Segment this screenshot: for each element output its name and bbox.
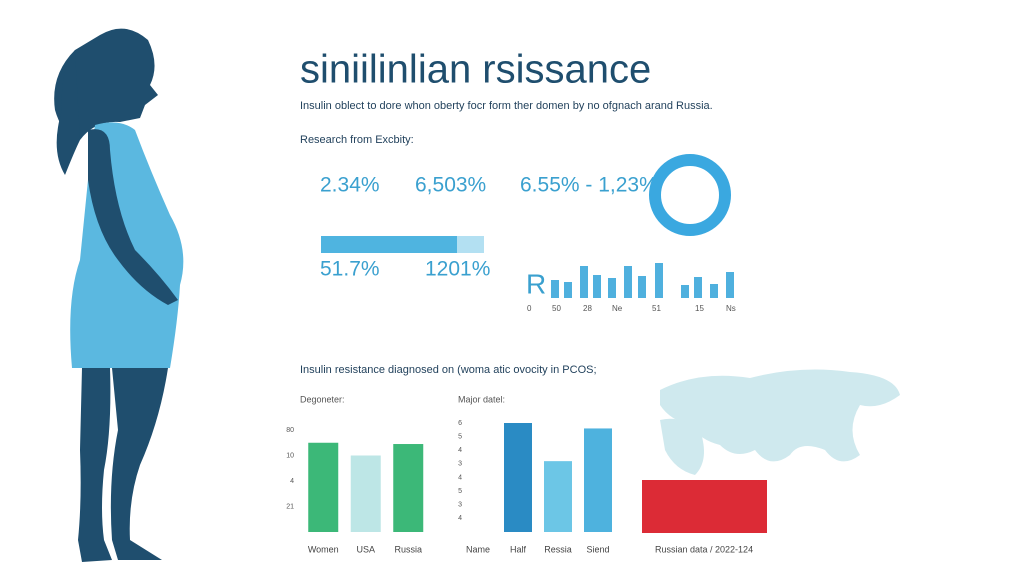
x-tick-label: Russia [394, 544, 422, 554]
x-tick-label: Ressia [544, 544, 572, 554]
ring [649, 154, 731, 236]
stats-heading: Research from Excbity: [300, 134, 414, 146]
subtitle: Insulin oblect to dore whon oberty focr … [300, 100, 713, 112]
chart-title: Major datel: [458, 394, 505, 404]
bar [584, 428, 612, 532]
world-map [660, 369, 900, 475]
bar [544, 461, 572, 532]
highlight-box [642, 480, 767, 533]
map-caption: Russian data / 2022-124 [655, 544, 753, 554]
y-tick-label: 80 [286, 427, 294, 434]
mini-label: 51 [652, 304, 661, 313]
y-tick-label: 4 [458, 447, 462, 454]
y-tick-label: 5 [458, 488, 462, 495]
bar [350, 455, 381, 532]
x-tick-label: Siend [586, 544, 609, 554]
stat: 6,503% [415, 174, 486, 197]
mini-label: 50 [552, 304, 561, 313]
section-title: Insulin resistance diagnosed on (woma at… [300, 364, 597, 376]
x-tick-label: Half [510, 544, 527, 554]
mini-label: Ns [726, 304, 736, 313]
bar [393, 444, 424, 532]
x-tick-label: USA [356, 544, 375, 554]
y-tick-label: 4 [458, 515, 462, 522]
y-tick-label: 5 [458, 433, 462, 440]
y-tick-label: 21 [286, 503, 294, 510]
bar-label: 1201% [425, 258, 490, 281]
mini-letter: R [526, 268, 546, 299]
y-tick-label: 4 [290, 478, 294, 485]
chart-title: Degoneter: [300, 394, 345, 404]
progress-rest [457, 236, 484, 253]
mini-bars [551, 263, 734, 298]
stat: 6.55% - 1,23% [520, 174, 658, 197]
bar [504, 423, 532, 532]
bar [308, 442, 339, 532]
x-tick-label: Name [466, 544, 490, 554]
y-tick-label: 6 [458, 420, 462, 427]
mini-label: 15 [695, 304, 704, 313]
y-tick-label: 3 [458, 461, 462, 468]
x-tick-label: Women [308, 544, 339, 554]
woman-silhouette [54, 28, 184, 562]
mini-label: 0 [527, 304, 532, 313]
mini-label: 28 [583, 304, 592, 313]
mini-label: Ne [612, 304, 623, 313]
title: siniilinlian rsissance [300, 48, 651, 92]
stat: 2.34% [320, 174, 380, 197]
y-tick-label: 4 [458, 474, 462, 481]
bar-label: 51.7% [320, 258, 380, 281]
y-tick-label: 10 [286, 452, 294, 459]
y-tick-label: 3 [458, 502, 462, 509]
progress-fill [321, 236, 457, 253]
